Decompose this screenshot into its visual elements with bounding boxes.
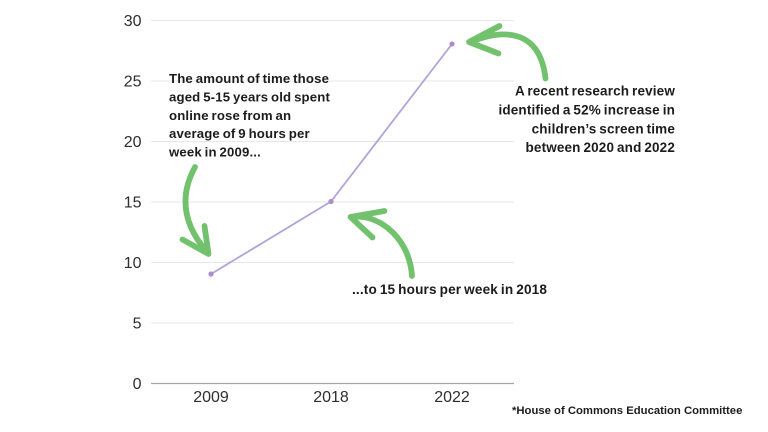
svg-text:children’s screen time: children’s screen time xyxy=(532,121,676,136)
svg-text:2018: 2018 xyxy=(313,389,349,406)
svg-text:week in 2009...: week in 2009... xyxy=(168,144,261,159)
svg-text:*House of Commons Education Co: *House of Commons Education Committee xyxy=(512,405,742,417)
svg-text:20: 20 xyxy=(124,134,142,151)
svg-text:30: 30 xyxy=(124,13,142,30)
svg-text:between 2020 and 2022: between 2020 and 2022 xyxy=(526,140,675,155)
svg-text:The amount of time those: The amount of time those xyxy=(169,71,329,86)
svg-text:aged 5-15 years old spent: aged 5-15 years old spent xyxy=(169,90,330,105)
svg-text:10: 10 xyxy=(124,255,142,272)
svg-text:average of 9 hours per: average of 9 hours per xyxy=(169,126,310,141)
svg-text:online rose from an: online rose from an xyxy=(169,108,291,123)
svg-text:0: 0 xyxy=(133,376,142,393)
svg-text:A recent research review: A recent research review xyxy=(515,84,675,99)
svg-text:5: 5 xyxy=(133,315,142,332)
svg-text:identified a 52% increase in: identified a 52% increase in xyxy=(498,103,675,118)
svg-text:2009: 2009 xyxy=(193,389,229,406)
svg-text:2022: 2022 xyxy=(434,389,470,406)
svg-text:...to 15 hours per week in 201: ...to 15 hours per week in 2018 xyxy=(352,282,547,297)
svg-text:15: 15 xyxy=(124,194,142,211)
svg-text:25: 25 xyxy=(124,73,142,90)
